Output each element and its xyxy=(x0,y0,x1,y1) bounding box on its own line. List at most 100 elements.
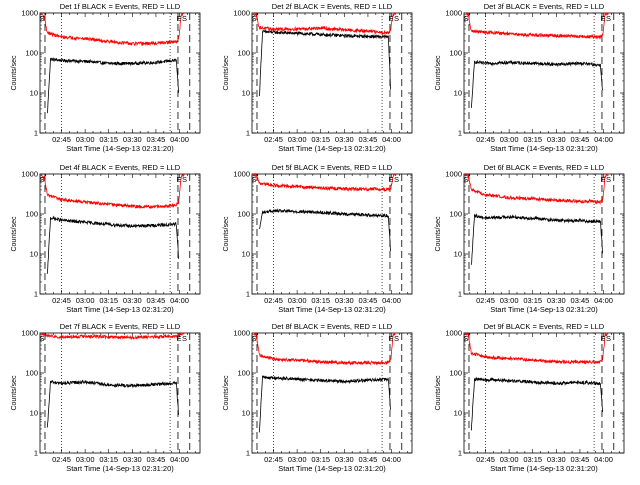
y-axis-label: Counts/sec xyxy=(11,55,18,91)
x-tick-label: 04:00 xyxy=(594,296,613,305)
series-events-line xyxy=(46,215,179,274)
marker-label-s: S xyxy=(252,175,257,184)
plot-frame xyxy=(251,173,413,295)
y-axis-label: Counts/sec xyxy=(11,375,18,411)
y-tick-label: 10 xyxy=(30,89,38,98)
marker-label-e: E xyxy=(176,334,181,343)
chart-title: Det 3f BLACK = Events, RED = LLD xyxy=(484,2,605,11)
x-tick-label: 02:45 xyxy=(476,455,495,464)
x-tick-label: 03:00 xyxy=(288,135,307,144)
marker-label-s: S xyxy=(464,334,469,343)
x-tick-label: 03:30 xyxy=(547,455,566,464)
y-tick-label: 1 xyxy=(34,449,38,458)
marker-label-s: S xyxy=(252,334,257,343)
marker-label-e: E xyxy=(388,175,393,184)
y-tick-label: 10 xyxy=(454,409,462,418)
x-tick-label: 03:30 xyxy=(547,296,566,305)
panel-det-2: Det 2f BLACK = Events, RED = LLD 1 10 100 10… xyxy=(223,2,413,153)
x-tick-label: 03:00 xyxy=(288,455,307,464)
y-tick-label: 10 xyxy=(454,250,462,259)
y-tick-label: 1000 xyxy=(21,329,38,338)
y-tick-label: 1000 xyxy=(445,9,462,18)
x-axis-label: Start Time (14-Sep-13 02:31:20) xyxy=(490,464,598,473)
y-axis-label: Counts/sec xyxy=(435,375,442,411)
y-axis-label: Counts/sec xyxy=(223,375,230,411)
x-tick-label: 03:15 xyxy=(523,296,542,305)
y-tick-label: 1000 xyxy=(233,170,250,179)
x-tick-label: 03:30 xyxy=(335,296,354,305)
chart-title: Det 7f BLACK = Events, RED = LLD xyxy=(60,322,181,331)
chart-title: Det 8f BLACK = Events, RED = LLD xyxy=(272,322,393,331)
x-tick-label: 04:00 xyxy=(594,135,613,144)
panel-det-3: Det 3f BLACK = Events, RED = LLD 1 10 100 10… xyxy=(435,2,625,153)
marker-label-s: S xyxy=(182,334,187,343)
series-events-line xyxy=(258,375,391,433)
chart-title: Det 1f BLACK = Events, RED = LLD xyxy=(60,2,181,11)
x-tick-label: 03:00 xyxy=(500,296,519,305)
x-tick-label: 03:00 xyxy=(76,135,95,144)
y-tick-label: 1 xyxy=(246,449,250,458)
plot-frame xyxy=(39,332,201,454)
marker-label-s: S xyxy=(464,14,469,23)
series-lld-line xyxy=(464,172,609,206)
x-tick-label: 03:00 xyxy=(500,135,519,144)
y-axis-label: Counts/sec xyxy=(223,216,230,252)
plot-frame xyxy=(463,12,625,134)
x-tick-label: 03:30 xyxy=(123,455,142,464)
panel-det-8: Det 8f BLACK = Events, RED = LLD 1 10 100 10… xyxy=(223,322,413,473)
x-tick-label: 03:45 xyxy=(571,296,590,305)
panel-det-4: Det 4f BLACK = Events, RED = LLD 1 10 100 10… xyxy=(11,163,201,314)
marker-label-s: S xyxy=(252,14,257,23)
y-tick-label: 1 xyxy=(34,129,38,138)
x-tick-label: 03:30 xyxy=(335,135,354,144)
x-tick-label: 02:45 xyxy=(264,296,283,305)
y-tick-label: 10 xyxy=(454,89,462,98)
y-tick-label: 10 xyxy=(30,409,38,418)
marker-label-e: E xyxy=(176,175,181,184)
marker-label-s: S xyxy=(394,175,399,184)
x-tick-label: 03:45 xyxy=(147,135,166,144)
x-tick-label: 03:15 xyxy=(311,455,330,464)
x-tick-label: 04:00 xyxy=(382,455,401,464)
y-tick-label: 1000 xyxy=(445,170,462,179)
y-tick-label: 1000 xyxy=(445,329,462,338)
x-tick-label: 02:45 xyxy=(264,455,283,464)
marker-label-e: E xyxy=(176,14,181,23)
x-tick-label: 03:45 xyxy=(571,455,590,464)
y-tick-label: 10 xyxy=(242,409,250,418)
x-axis-label: Start Time (14-Sep-13 02:31:20) xyxy=(66,464,174,473)
y-tick-label: 100 xyxy=(237,369,250,378)
x-tick-label: 02:45 xyxy=(264,135,283,144)
y-tick-label: 100 xyxy=(237,49,250,58)
x-tick-label: 03:45 xyxy=(571,135,590,144)
marker-label-s: S xyxy=(606,175,611,184)
y-tick-label: 1 xyxy=(458,290,462,299)
panel-det-7: Det 7f BLACK = Events, RED = LLD 1 10 100 10… xyxy=(11,322,201,473)
x-tick-label: 04:00 xyxy=(170,296,189,305)
x-tick-label: 03:45 xyxy=(359,135,378,144)
y-axis-label: Counts/sec xyxy=(11,216,18,252)
y-tick-label: 1000 xyxy=(21,170,38,179)
marker-label-s: S xyxy=(40,14,45,23)
x-tick-label: 03:00 xyxy=(76,296,95,305)
x-axis-label: Start Time (14-Sep-13 02:31:20) xyxy=(490,305,598,314)
y-tick-label: 100 xyxy=(25,369,38,378)
x-tick-label: 03:30 xyxy=(123,296,142,305)
series-lld-line xyxy=(40,12,185,47)
plot-frame xyxy=(463,173,625,295)
x-tick-label: 02:45 xyxy=(52,455,71,464)
x-tick-label: 04:00 xyxy=(594,455,613,464)
panel-det-1: Det 1f BLACK = Events, RED = LLD 1 10 100 10… xyxy=(11,2,201,153)
plot-frame xyxy=(39,173,201,295)
series-lld-line xyxy=(464,332,609,365)
x-axis-label: Start Time (14-Sep-13 02:31:20) xyxy=(66,305,174,314)
series-events-line xyxy=(46,57,179,114)
y-axis-label: Counts/sec xyxy=(223,55,230,91)
x-axis-label: Start Time (14-Sep-13 02:31:20) xyxy=(278,305,386,314)
series-events-line xyxy=(46,379,179,428)
panel-det-9: Det 9f BLACK = Events, RED = LLD 1 10 100 10… xyxy=(435,322,625,473)
y-axis-label: Counts/sec xyxy=(435,55,442,91)
x-tick-label: 04:00 xyxy=(170,135,189,144)
y-tick-label: 10 xyxy=(242,89,250,98)
x-tick-label: 03:45 xyxy=(359,296,378,305)
